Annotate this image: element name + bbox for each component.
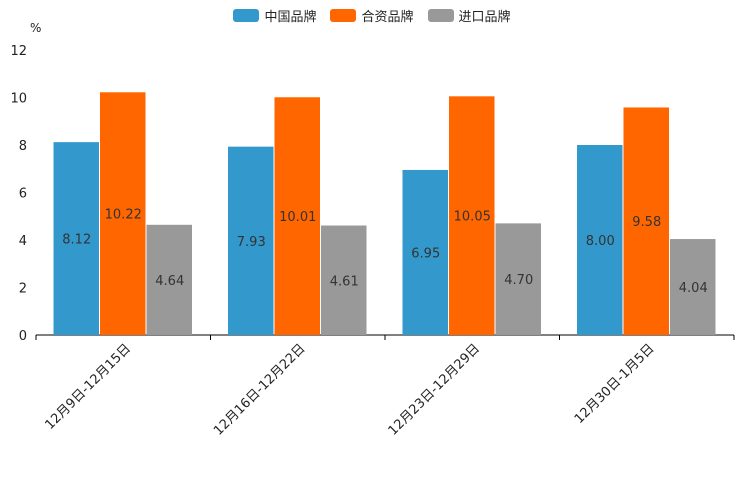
bar xyxy=(321,225,367,335)
bar xyxy=(623,107,669,335)
data-label: 10.01 xyxy=(279,210,316,225)
bar xyxy=(228,146,274,335)
y-tick-label: 2 xyxy=(19,282,27,297)
bar xyxy=(53,142,99,335)
legend-label-imported: 进口品牌 xyxy=(458,10,511,25)
data-label: 10.05 xyxy=(454,210,491,225)
bar xyxy=(670,239,716,335)
legend-swatch-imported xyxy=(427,9,454,22)
data-label: 4.04 xyxy=(679,281,708,296)
y-tick-label: 12 xyxy=(10,44,27,59)
legend-label-joint-venture: 合资品牌 xyxy=(361,10,414,25)
data-label: 10.22 xyxy=(105,208,142,223)
legend-swatch-joint-venture xyxy=(330,9,357,22)
y-tick-label: 8 xyxy=(19,139,27,154)
legend: 中国品牌 合资品牌 进口品牌 xyxy=(0,6,744,25)
y-tick-label: 6 xyxy=(19,187,27,202)
x-tick-label: 12月30日-1月5日 xyxy=(572,341,658,427)
y-tick-label: 10 xyxy=(10,92,27,107)
data-label: 7.93 xyxy=(237,235,266,250)
legend-label-china: 中国品牌 xyxy=(264,10,317,25)
bar xyxy=(146,224,192,335)
bar xyxy=(100,92,146,336)
data-label: 6.95 xyxy=(411,246,440,261)
y-tick-label: 4 xyxy=(19,234,27,249)
legend-item-imported: 进口品牌 xyxy=(427,6,511,25)
bar xyxy=(495,223,541,335)
bar xyxy=(449,96,495,335)
x-tick-label: 12月16日-12月22日 xyxy=(211,341,308,438)
data-label: 9.58 xyxy=(632,215,661,230)
x-tick-label: 12月9日-12月15日 xyxy=(42,341,134,433)
x-tick-label: 12月23日-12月29日 xyxy=(386,341,483,438)
legend-item-china: 中国品牌 xyxy=(233,6,316,25)
bar xyxy=(274,97,320,335)
data-label: 4.70 xyxy=(504,273,533,288)
y-tick-label: 0 xyxy=(19,329,27,344)
bar xyxy=(577,145,623,335)
data-label: 8.00 xyxy=(586,234,615,249)
bar xyxy=(402,169,448,335)
y-axis-unit: % xyxy=(30,21,42,35)
data-label: 8.12 xyxy=(62,233,91,248)
data-label: 4.61 xyxy=(330,274,359,289)
legend-item-joint-venture: 合资品牌 xyxy=(330,6,414,25)
legend-swatch-china xyxy=(233,9,260,22)
data-label: 4.64 xyxy=(155,274,184,289)
